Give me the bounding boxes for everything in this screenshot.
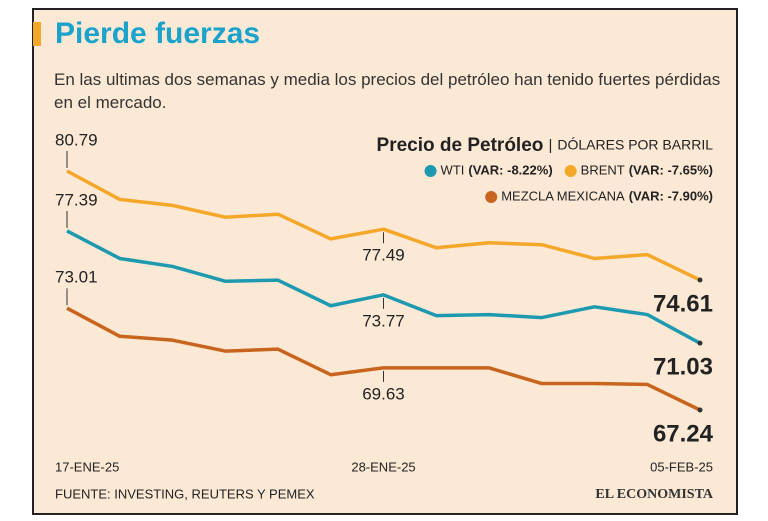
legend-label: WTI xyxy=(441,162,465,177)
data-label: 73.01 xyxy=(55,268,98,287)
end-dot xyxy=(697,407,703,413)
legend-separator: | xyxy=(548,137,552,154)
legend-label: MEZCLA MEXICANA xyxy=(501,188,625,203)
x-tick-label: 28-ENE-25 xyxy=(351,459,415,474)
data-label: 77.49 xyxy=(362,246,405,265)
x-tick-label: 05-FEB-25 xyxy=(650,459,713,474)
data-label: 80.79 xyxy=(55,130,98,149)
end-dot xyxy=(697,340,703,346)
legend-variation: (VAR: -7.65%) xyxy=(629,162,713,177)
legend-title: Precio de Petróleo xyxy=(377,135,544,156)
legend-unit: DÓLARES POR BARRIL xyxy=(557,137,713,153)
series-line xyxy=(66,306,701,412)
data-label: 69.63 xyxy=(362,384,405,403)
title-accent xyxy=(33,22,41,46)
legend: DÓLARES POR BARRIL |Precio de Petróleo (VA… xyxy=(377,135,714,203)
subtitle: En las ultimas dos semanas y media los p… xyxy=(54,70,721,112)
chart-title: Pierde fuerzas xyxy=(55,17,260,50)
data-label: 67.24 xyxy=(653,420,714,447)
data-label: 71.03 xyxy=(653,353,713,380)
data-label: 77.39 xyxy=(55,190,98,209)
legend-label: BRENT xyxy=(581,162,625,177)
legend-swatch xyxy=(485,191,498,203)
series-line xyxy=(66,169,701,282)
data-label: 73.77 xyxy=(362,311,405,330)
legend-swatch xyxy=(424,165,437,177)
subtitle-box: En las ultimas dos semanas y media los p… xyxy=(54,70,721,112)
end-dot xyxy=(697,277,703,283)
series-line xyxy=(66,229,701,345)
legend-variation: (VAR: -7.90%) xyxy=(629,188,713,203)
brand: EL ECONOMISTA xyxy=(595,487,713,502)
data-label: 74.61 xyxy=(653,290,713,317)
x-tick-label: 17-ENE-25 xyxy=(55,459,119,474)
source: FUENTE: INVESTING, REUTERS Y PEMEX xyxy=(55,486,315,501)
legend-swatch xyxy=(564,165,577,177)
legend-variation: (VAR: -8.22%) xyxy=(468,162,552,177)
